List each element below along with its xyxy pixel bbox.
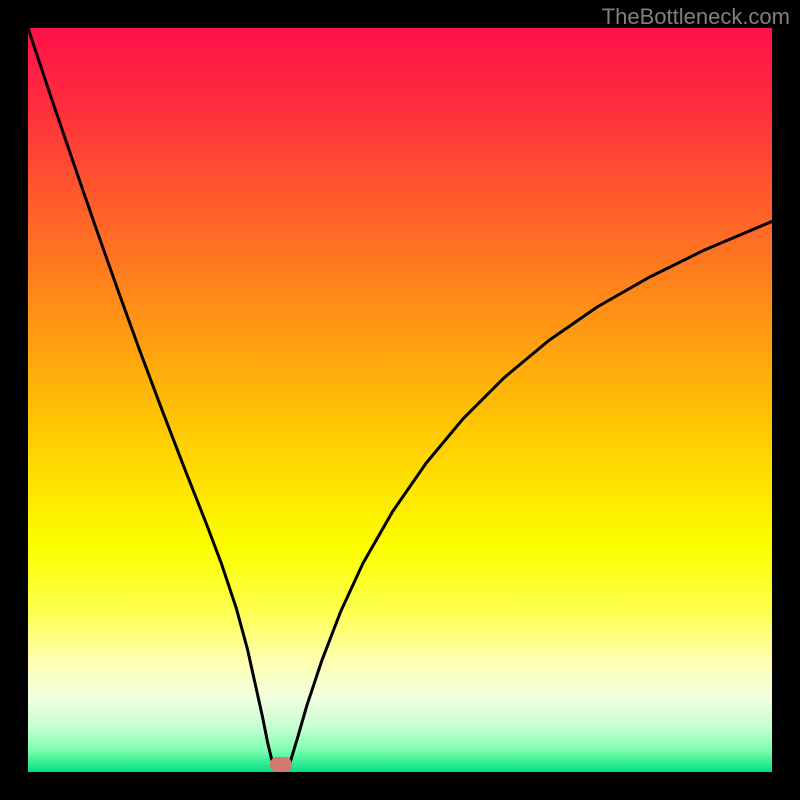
gradient-background — [28, 28, 772, 772]
plot-area — [28, 28, 772, 772]
watermark-text: TheBottleneck.com — [602, 4, 790, 30]
chart-frame: TheBottleneck.com — [0, 0, 800, 800]
optimal-point-marker — [270, 757, 292, 772]
bottleneck-curve-chart — [28, 28, 772, 772]
